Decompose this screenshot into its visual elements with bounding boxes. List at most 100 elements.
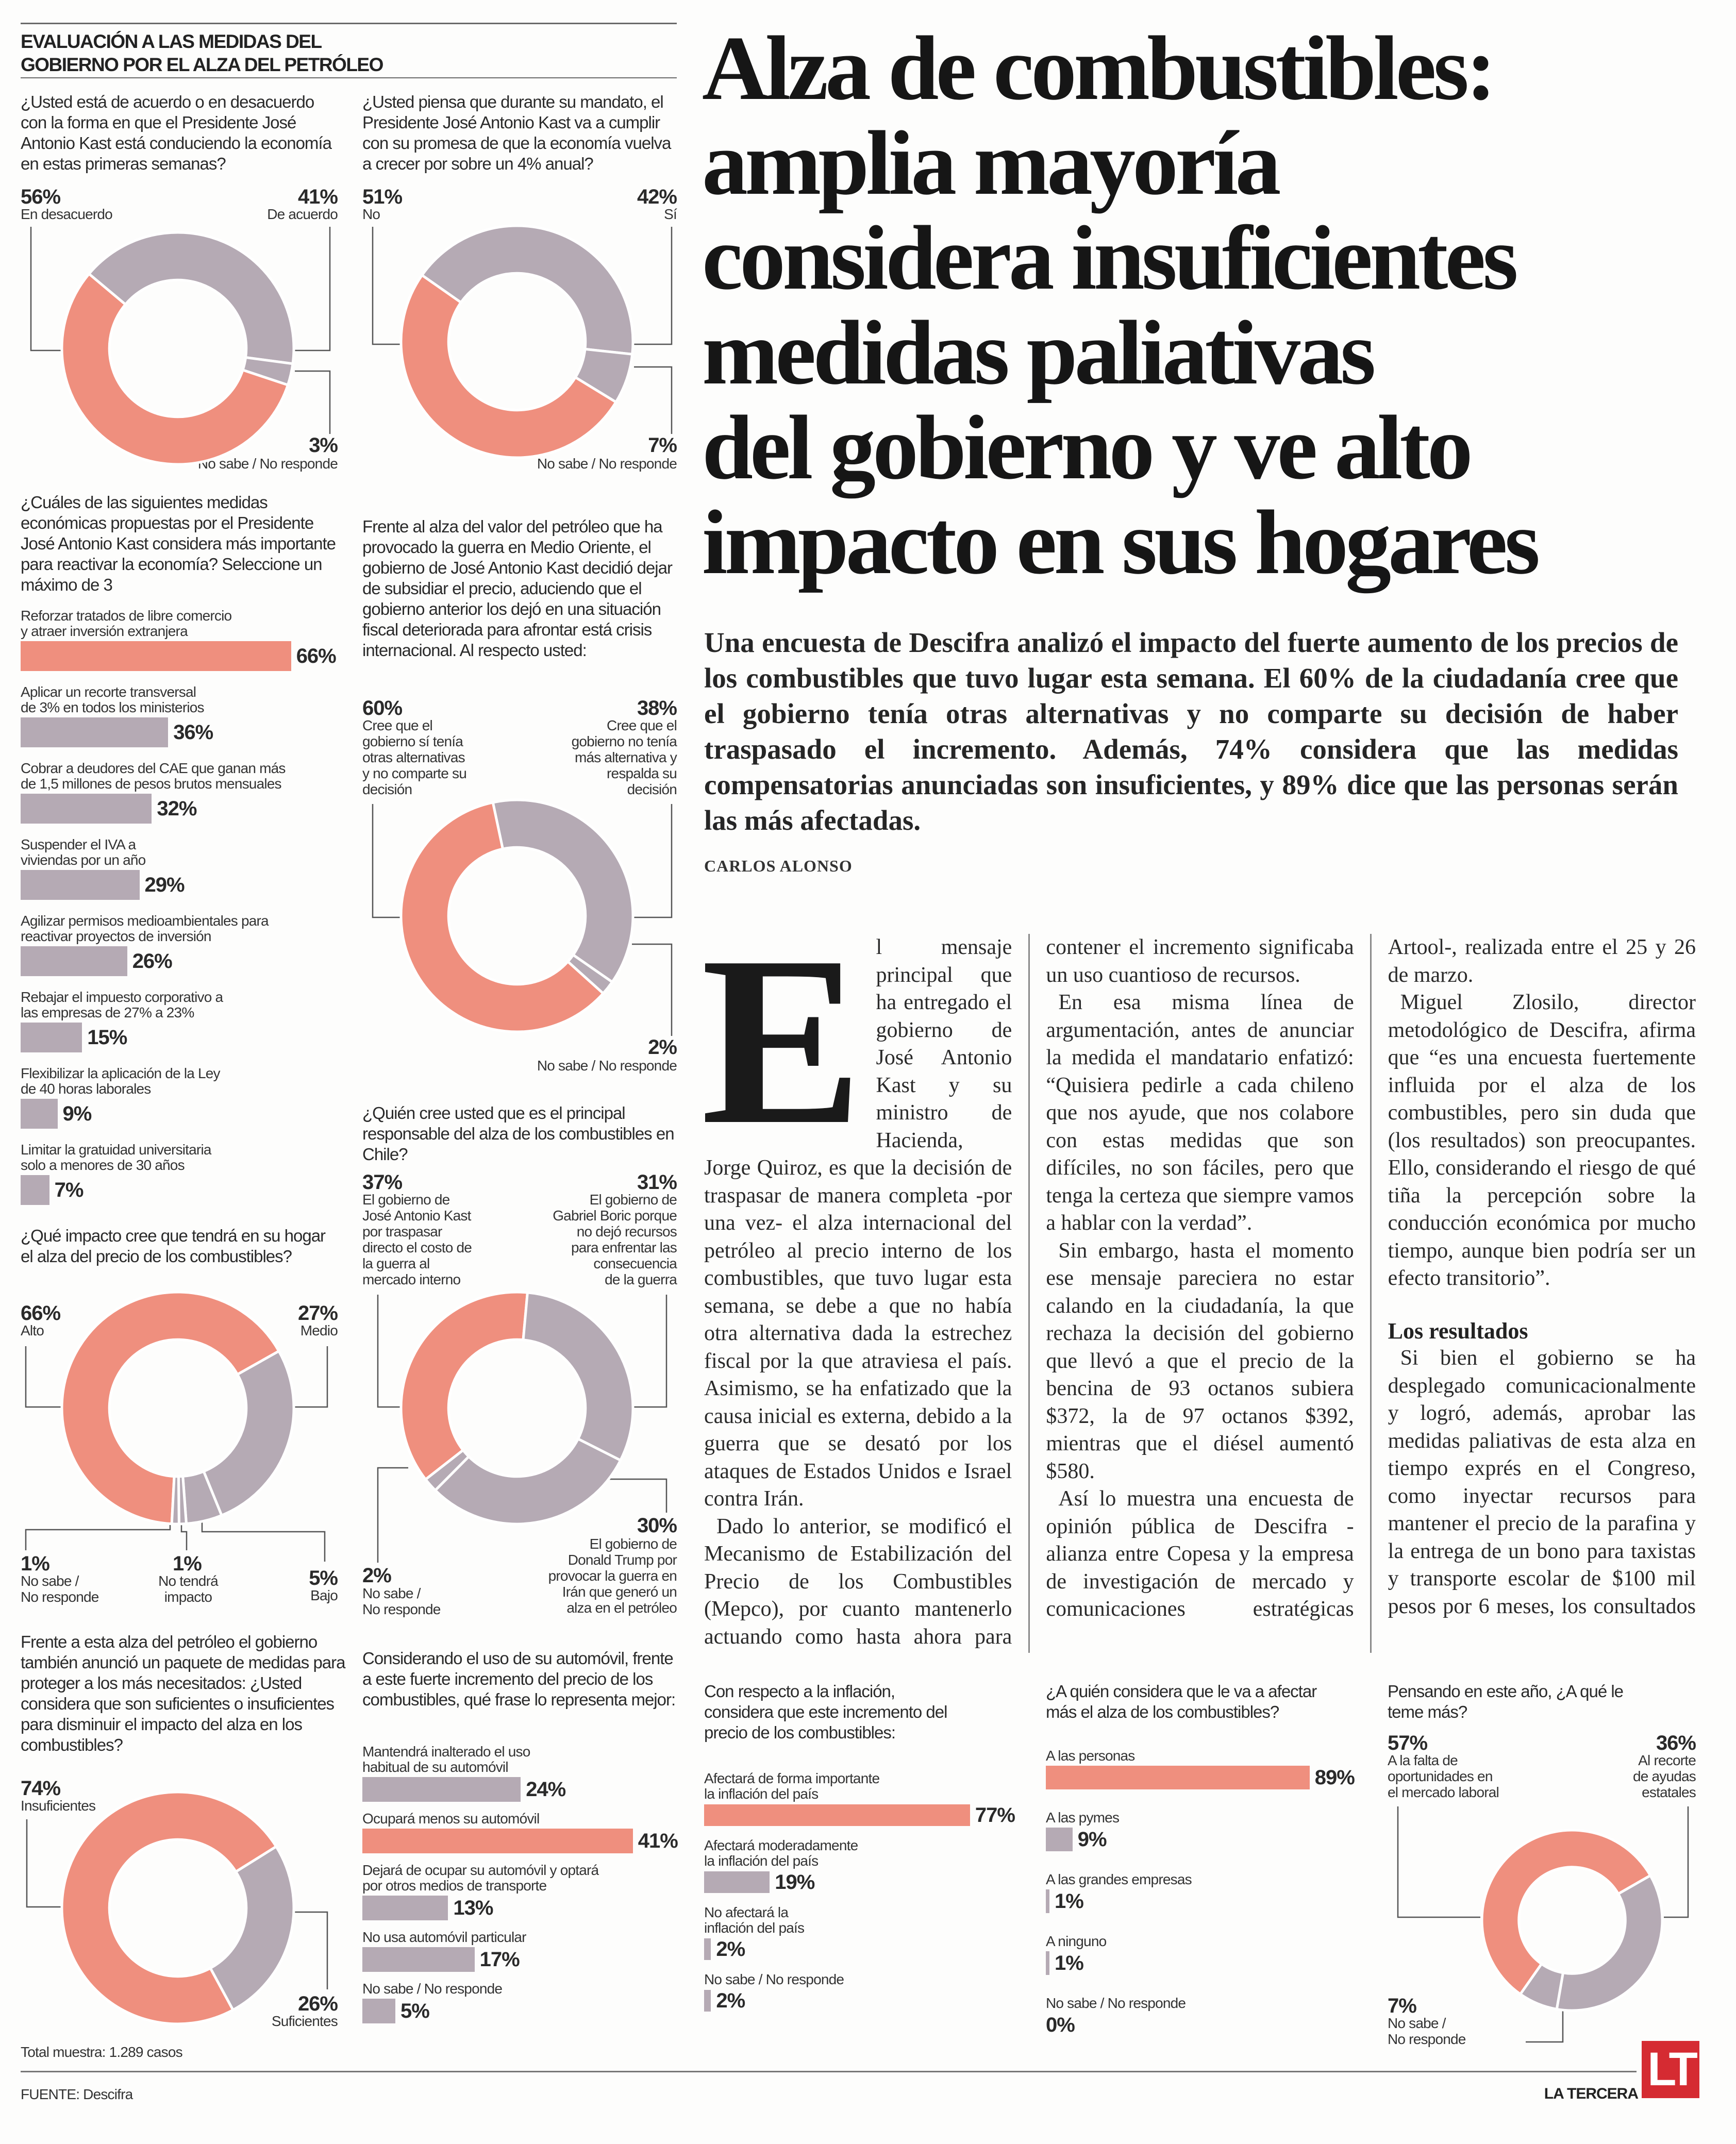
bar-label: Suspender el IVA a viviendas por un año	[21, 836, 146, 868]
slice-value: 5%	[309, 1567, 338, 1589]
bar-value: 29%	[144, 874, 185, 896]
slice-value: 1%	[173, 1552, 202, 1575]
slice-label: Cree que el gobierno no tenía más altern…	[571, 717, 677, 797]
infographic-title: EVALUACIÓN A LAS MEDIDAS DEL GOBIERNO PO…	[21, 30, 383, 76]
paragraph: En esa misma línea de argumentación, ant…	[1046, 991, 1354, 1235]
donut-slice	[202, 1349, 295, 1517]
chart-question: ¿Cuáles de las siguientes medidas económ…	[21, 493, 336, 594]
bar-row: 15%	[21, 1023, 350, 1052]
bar-item: No sabe / No responde 2%	[704, 1972, 1034, 2012]
donut-slice	[420, 224, 635, 356]
bar-label: Ocupará menos su automóvil	[362, 1811, 540, 1827]
chart-question: ¿Usted piensa que durante su mandato, el…	[362, 92, 671, 173]
bar-item: Dejará de ocupar su automóvil y optará p…	[362, 1863, 692, 1920]
bar	[704, 1804, 970, 1826]
bar-row: 9%	[1046, 1828, 1376, 1851]
bar-label: Afectará de forma importante la inflació…	[704, 1770, 880, 1802]
bar-row: 36%	[21, 717, 350, 747]
bar	[1046, 1766, 1310, 1789]
slice-value: 57%	[1388, 1732, 1428, 1754]
bar	[362, 1777, 521, 1802]
donut-slice	[87, 231, 295, 365]
leader-line	[372, 804, 401, 918]
bar-item: Suspender el IVA a viviendas por un año 2…	[21, 837, 350, 900]
slice-label: No sabe / No responde	[21, 1573, 99, 1605]
bar-row: 24%	[362, 1777, 692, 1802]
slice-value: 26%	[297, 1992, 338, 2015]
bar-item: Flexibilizar la aplicación de la Ley de …	[21, 1066, 350, 1129]
slice-value: 60%	[362, 697, 403, 719]
bar-item: Afectará de forma importante la inflació…	[704, 1771, 1034, 1827]
bar	[21, 870, 140, 900]
bar-label: No afectará la inflación del país	[704, 1904, 805, 1936]
slice-value: 37%	[362, 1171, 403, 1194]
bar	[362, 1999, 395, 2023]
bar-item: A las grandes empresas 1%	[1046, 1872, 1376, 1913]
donut-slice	[522, 1291, 635, 1462]
slice-value: 36%	[1656, 1732, 1696, 1754]
bar	[704, 1938, 711, 1960]
bar-row: 1%	[1046, 1951, 1376, 1975]
sample-size-note: Total muestra: 1.289 casos	[21, 2044, 183, 2060]
bar-label: Afectará moderadamente la inflación del …	[704, 1837, 858, 1869]
slice-value: 2%	[362, 1564, 392, 1587]
paragraph: Sin embargo, hasta el momento ese mensaj…	[1046, 1238, 1354, 1483]
subhead: Los resultados	[1388, 1318, 1528, 1344]
bar-label: Flexibilizar la aplicación de la Ley de …	[21, 1065, 221, 1097]
bar	[362, 1829, 633, 1853]
bar-label: Limitar la gratuidad universitaria solo …	[21, 1142, 211, 1173]
slice-label: No sabe / No responde	[197, 456, 338, 472]
bar-item: Mantendrá inalterado el uso habitual de …	[362, 1744, 692, 1802]
headline-line: Alza de combustibles:	[702, 17, 1496, 119]
headline: Alza de combustibles: amplia mayoría con…	[702, 17, 1540, 590]
bar-label: Rebajar el impuesto corporativo a las em…	[21, 989, 223, 1020]
bar-row: 0%	[1046, 2013, 1376, 2037]
bar	[362, 1947, 475, 1972]
slice-value: 51%	[362, 186, 403, 208]
leader-line	[201, 1521, 326, 1562]
bar-value: 7%	[54, 1179, 84, 1201]
chart-question: Con respecto a la inflación, considera q…	[704, 1682, 947, 1742]
bar-value: 2%	[716, 1989, 745, 2012]
donut-slice	[60, 1291, 281, 1526]
infographic-title-line: EVALUACIÓN A LAS MEDIDAS DEL	[21, 31, 322, 52]
bar-item: Limitar la gratuidad universitaria solo …	[21, 1142, 350, 1205]
headline-line: considera insuficientes	[702, 207, 1518, 309]
headline-line: del gobierno y ve alto	[702, 396, 1473, 498]
paragraph: Miguel Zlosilo, director metodológico de…	[1388, 991, 1696, 1290]
slice-label: No sabe / No responde	[1388, 2015, 1466, 2047]
bar-item: Afectará moderadamente la inflación del …	[704, 1838, 1034, 1894]
bar-row: 2%	[704, 1938, 1034, 1961]
leader-line	[25, 1346, 62, 1408]
bar-label: No usa automóvil particular	[362, 1929, 526, 1945]
leader-line	[1664, 1806, 1689, 1918]
bar-row: 13%	[362, 1896, 692, 1920]
bar-row: 19%	[704, 1871, 1034, 1894]
infographic-title-line: GOBIERNO POR EL ALZA DEL PETRÓLEO	[21, 54, 383, 75]
leader-line	[377, 1467, 408, 1563]
leader-line	[633, 804, 673, 918]
slice-value: 7%	[648, 434, 677, 457]
donut-slice	[208, 1845, 295, 2012]
leader-line	[1397, 1806, 1480, 1918]
slice-label: Suficientes	[271, 2013, 338, 2029]
paragraph: Así lo muestra una encuesta de opinión p…	[1046, 935, 1696, 1621]
bar-row: 2%	[704, 1989, 1034, 2012]
chart-question: Considerando el uso de su automóvil, fre…	[362, 1649, 676, 1709]
bar	[1046, 1951, 1049, 1975]
bar-value: 41%	[638, 1830, 678, 1852]
bar-label: A ninguno	[1046, 1933, 1107, 1949]
bar-value: 19%	[775, 1871, 815, 1894]
bar-item: A las pymes 9%	[1046, 1810, 1376, 1851]
bar-value: 32%	[157, 797, 197, 820]
leader-line	[25, 1521, 171, 1550]
leader-line	[632, 1295, 667, 1408]
leader-line	[294, 1346, 328, 1408]
donut-chart	[60, 1291, 295, 1526]
slice-label: En desacuerdo	[21, 206, 113, 222]
slice-value: 30%	[637, 1514, 677, 1537]
slice-label: De acuerdo	[267, 206, 338, 222]
slice-label: No tendrá impacto	[158, 1573, 219, 1605]
divider	[21, 23, 677, 24]
